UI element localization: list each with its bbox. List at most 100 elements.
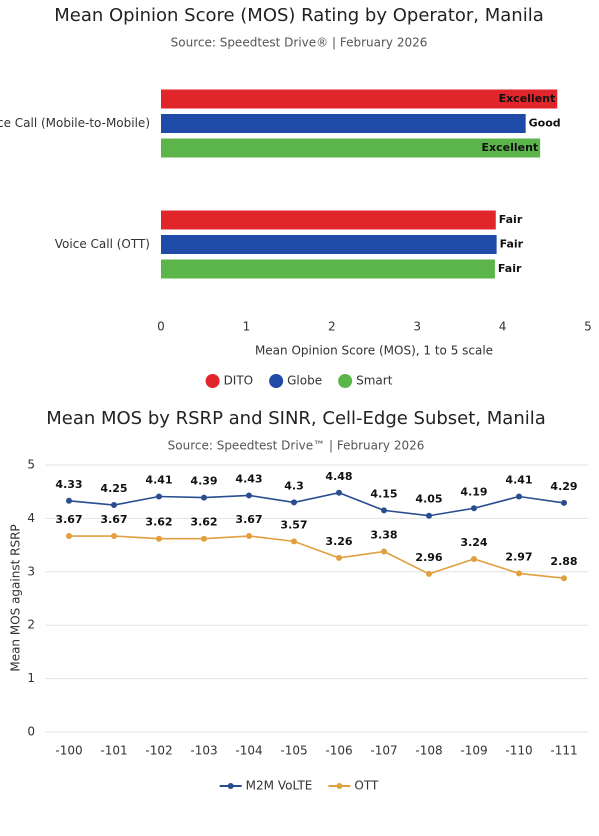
data-label: Excellent [499, 92, 556, 105]
data-label: Fair [499, 213, 523, 226]
point [471, 555, 477, 562]
x-tick-label: 3 [413, 320, 421, 334]
y-tick-label: 5 [27, 458, 35, 472]
legend-marker [336, 783, 343, 789]
data-label: Excellent [481, 141, 538, 154]
data-label: 3.67 [55, 513, 82, 526]
x-tick-label: 1 [243, 320, 251, 334]
point [291, 538, 297, 545]
series-line [69, 535, 565, 580]
data-label: Good [529, 117, 561, 130]
x-tick-label: -107 [370, 744, 397, 758]
point [516, 570, 522, 577]
y-tick-label: 4 [27, 511, 35, 525]
point [471, 505, 477, 512]
data-label: 2.88 [550, 555, 577, 568]
point [381, 548, 387, 555]
data-label: 2.97 [505, 550, 532, 563]
data-label: 4.39 [190, 475, 217, 488]
x-tick-label: 0 [157, 320, 165, 334]
bar [161, 210, 496, 230]
x-tick-label: -100 [55, 744, 82, 758]
x-tick-label: -109 [460, 744, 487, 758]
data-label: 3.38 [370, 529, 397, 542]
chart-subtitle: Source: Speedtest Drive™ | February 2026 [168, 439, 425, 453]
data-label: 3.67 [100, 513, 127, 526]
point [111, 533, 117, 540]
y-tick-label: 2 [27, 618, 35, 632]
point [246, 492, 252, 499]
bar [161, 89, 558, 109]
bar [161, 259, 495, 279]
point [156, 535, 162, 542]
y-tick-label: Voice Call (Mobile-to-Mobile) [0, 116, 150, 130]
x-axis-label: Mean Opinion Score (MOS), 1 to 5 scale [255, 344, 493, 358]
x-tick-label: 5 [584, 320, 592, 334]
point [66, 533, 72, 540]
data-label: 4.48 [325, 470, 352, 483]
point [561, 499, 567, 506]
x-tick-label: -111 [550, 744, 577, 758]
data-label: 4.25 [100, 482, 127, 495]
y-tick-label: Voice Call (OTT) [55, 237, 150, 251]
x-tick-label: -106 [325, 744, 352, 758]
point [66, 497, 72, 504]
data-label: 3.26 [325, 535, 352, 548]
point [156, 493, 162, 500]
data-label: 4.41 [145, 474, 172, 487]
data-label: Fair [498, 262, 522, 275]
legend-label: OTT [354, 779, 379, 793]
legend-marker [269, 374, 284, 388]
x-tick-label: 4 [499, 320, 507, 334]
legend-marker [227, 783, 234, 789]
point [291, 499, 297, 506]
data-label: 4.15 [370, 487, 397, 500]
legend-label: DITO [224, 374, 254, 388]
data-label: 4.41 [505, 474, 532, 487]
x-tick-label: -105 [280, 744, 307, 758]
data-label: 4.3 [284, 479, 304, 492]
x-tick-label: -110 [505, 744, 532, 758]
point [201, 494, 207, 501]
point [246, 533, 252, 540]
legend-marker [338, 374, 353, 388]
point [426, 512, 432, 519]
point [201, 535, 207, 542]
x-tick-label: -103 [190, 744, 217, 758]
point [336, 554, 342, 561]
x-tick-label: -104 [235, 744, 262, 758]
bar [161, 235, 497, 254]
data-label: 3.24 [460, 536, 487, 549]
x-tick-label: -101 [100, 744, 127, 758]
point [426, 570, 432, 577]
chart-subtitle: Source: Speedtest Drive® | February 2026 [171, 36, 428, 50]
data-label: 4.19 [460, 485, 487, 498]
data-label: 3.62 [145, 516, 172, 529]
x-tick-label: -108 [415, 744, 442, 758]
legend-label: Smart [356, 374, 393, 388]
data-label: 3.57 [280, 518, 307, 531]
data-label: 3.62 [190, 516, 217, 529]
data-label: 2.96 [415, 551, 442, 564]
data-label: 4.29 [550, 480, 577, 493]
data-label: 3.67 [235, 513, 262, 526]
y-tick-label: 3 [27, 564, 35, 578]
legend-label: Globe [287, 374, 322, 388]
data-label: Fair [500, 238, 524, 251]
series-line [68, 491, 565, 517]
x-tick-label: 2 [328, 320, 336, 334]
point [381, 507, 387, 514]
legend-label: M2M VoLTE [246, 779, 313, 793]
chart-title: Mean MOS by RSRP and SINR, Cell-Edge Sub… [46, 408, 546, 429]
data-label: 4.43 [235, 472, 262, 485]
x-tick-label: -102 [145, 744, 172, 758]
bar [161, 114, 526, 133]
data-label: 4.33 [55, 478, 82, 491]
point [561, 575, 567, 582]
point [336, 489, 342, 496]
point [111, 502, 117, 509]
y-axis-label: Mean MOS against RSRP [9, 524, 23, 671]
bar [161, 138, 541, 158]
y-tick-label: 1 [27, 671, 35, 685]
